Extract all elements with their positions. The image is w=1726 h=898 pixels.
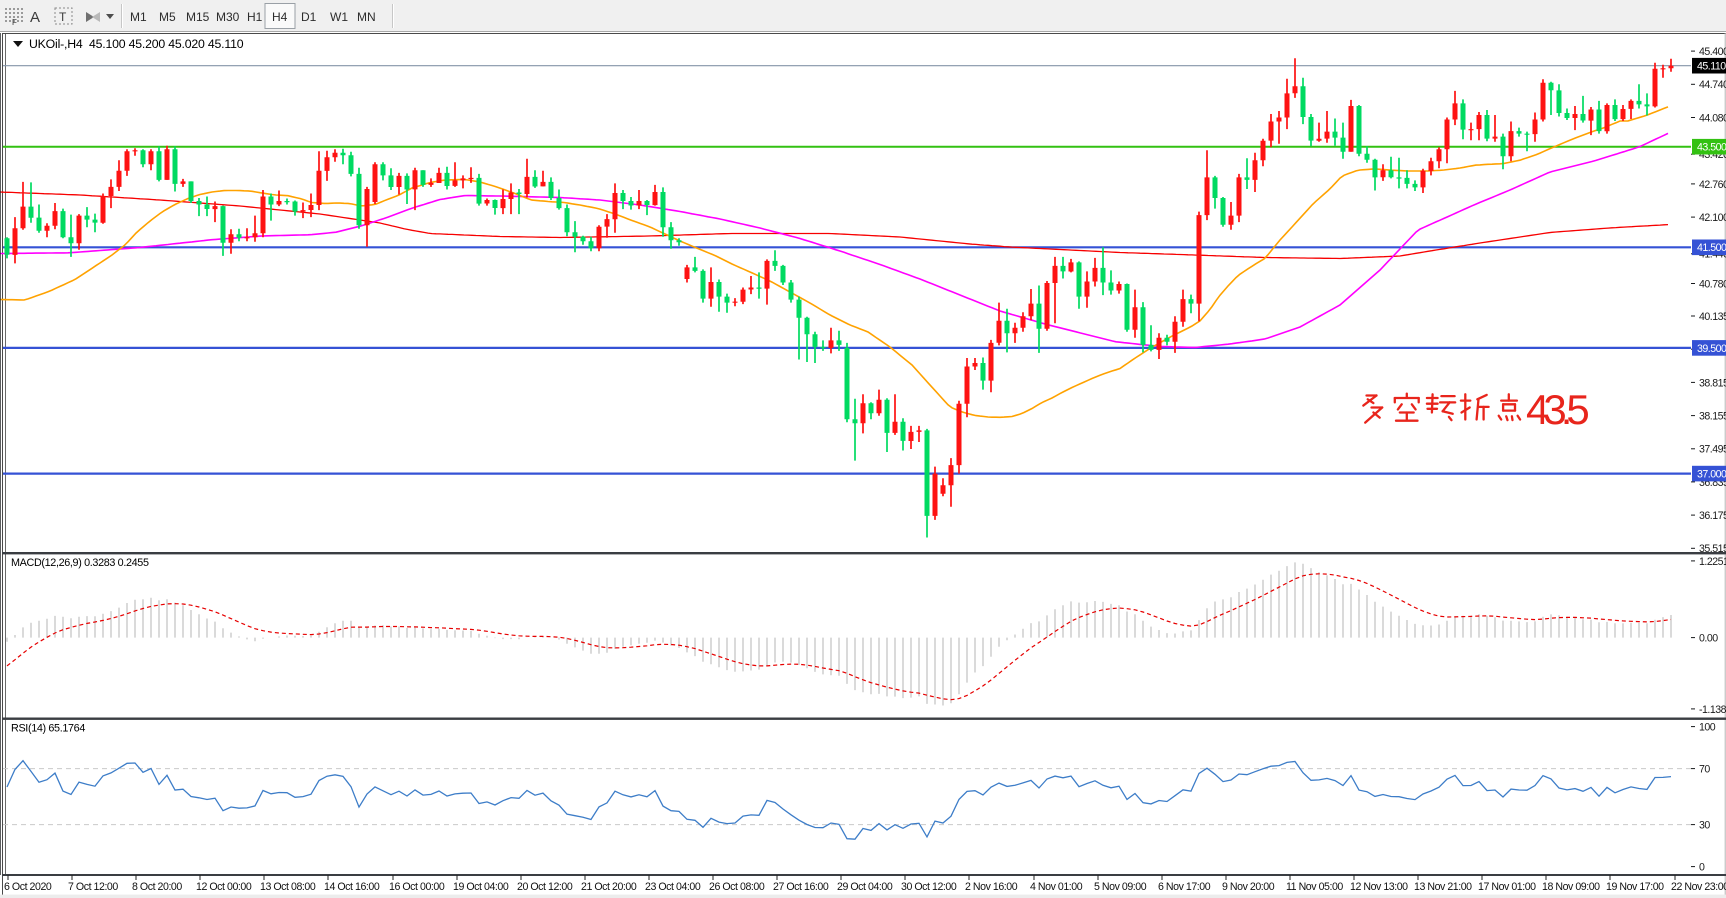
svg-text:0: 0 — [1699, 862, 1705, 874]
svg-text:A: A — [30, 9, 40, 26]
svg-text:7 Oct 12:00: 7 Oct 12:00 — [68, 881, 118, 893]
svg-text:39.500: 39.500 — [1697, 343, 1726, 355]
svg-text:H1: H1 — [247, 10, 263, 24]
svg-text:42.100: 42.100 — [1699, 212, 1726, 224]
svg-text:42.760: 42.760 — [1699, 179, 1726, 191]
svg-text:30: 30 — [1699, 820, 1710, 832]
svg-text:W1: W1 — [330, 10, 348, 24]
svg-text:M30: M30 — [216, 10, 240, 24]
svg-text:20 Oct 12:00: 20 Oct 12:00 — [517, 881, 573, 893]
svg-text:37.000: 37.000 — [1697, 469, 1726, 481]
svg-text:6 Oct 2020: 6 Oct 2020 — [4, 881, 52, 893]
svg-text:29 Oct 04:00: 29 Oct 04:00 — [837, 881, 893, 893]
svg-text:UKOil-,H4 45.100 45.200 45.02: UKOil-,H4 45.100 45.200 45.020 45.110 — [29, 37, 244, 51]
svg-text:38.815: 38.815 — [1699, 377, 1726, 389]
svg-text:100: 100 — [1699, 722, 1716, 734]
svg-text:13 Oct 08:00: 13 Oct 08:00 — [260, 881, 316, 893]
svg-text:37.495: 37.495 — [1699, 444, 1726, 456]
svg-text:18 Nov 09:00: 18 Nov 09:00 — [1542, 881, 1600, 893]
svg-text:11 Nov 05:00: 11 Nov 05:00 — [1286, 881, 1343, 893]
svg-text:4 Nov 01:00: 4 Nov 01:00 — [1030, 881, 1083, 893]
svg-text:M1: M1 — [130, 10, 147, 24]
svg-text:5 Nov 09:00: 5 Nov 09:00 — [1094, 881, 1147, 893]
svg-text:MN: MN — [357, 10, 376, 24]
svg-text:MACD(12,26,9) 0.3283 0.2455: MACD(12,26,9) 0.3283 0.2455 — [11, 557, 149, 569]
svg-text:14 Oct 16:00: 14 Oct 16:00 — [324, 881, 380, 893]
svg-text:70: 70 — [1699, 764, 1710, 776]
svg-text:36.175: 36.175 — [1699, 510, 1726, 522]
svg-text:40.135: 40.135 — [1699, 311, 1726, 323]
svg-text:26 Oct 08:00: 26 Oct 08:00 — [709, 881, 765, 893]
svg-text:13 Nov 21:00: 13 Nov 21:00 — [1414, 881, 1472, 893]
svg-text:2 Nov 16:00: 2 Nov 16:00 — [965, 881, 1018, 893]
svg-text:12 Oct 00:00: 12 Oct 00:00 — [196, 881, 252, 893]
svg-text:0.00: 0.00 — [1699, 633, 1718, 645]
svg-text:22 Nov 23:00: 22 Nov 23:00 — [1671, 881, 1726, 893]
svg-text:9 Nov 20:00: 9 Nov 20:00 — [1222, 881, 1275, 893]
svg-text:45.110: 45.110 — [1697, 61, 1726, 73]
svg-text:-1.1383: -1.1383 — [1699, 704, 1726, 716]
svg-text:16 Oct 00:00: 16 Oct 00:00 — [389, 881, 445, 893]
svg-text:8 Oct 20:00: 8 Oct 20:00 — [132, 881, 182, 893]
svg-text:44.080: 44.080 — [1699, 112, 1726, 124]
svg-text:43.5: 43.5 — [1526, 386, 1588, 433]
svg-text:27 Oct 16:00: 27 Oct 16:00 — [773, 881, 829, 893]
svg-text:M15: M15 — [186, 10, 210, 24]
svg-text:M5: M5 — [159, 10, 176, 24]
svg-text:40.780: 40.780 — [1699, 278, 1726, 290]
svg-text:43.500: 43.500 — [1697, 142, 1726, 154]
svg-text:19 Oct 04:00: 19 Oct 04:00 — [453, 881, 509, 893]
svg-text:23 Oct 04:00: 23 Oct 04:00 — [645, 881, 701, 893]
svg-text:17 Nov 01:00: 17 Nov 01:00 — [1478, 881, 1536, 893]
svg-text:38.155: 38.155 — [1699, 411, 1726, 423]
svg-text:1.2251: 1.2251 — [1699, 556, 1726, 568]
svg-text:F: F — [12, 18, 17, 27]
svg-text:41.500: 41.500 — [1697, 242, 1726, 254]
svg-text:6 Nov 17:00: 6 Nov 17:00 — [1158, 881, 1211, 893]
svg-text:19 Nov 17:00: 19 Nov 17:00 — [1606, 881, 1664, 893]
svg-text:RSI(14) 65.1764: RSI(14) 65.1764 — [11, 723, 85, 735]
svg-text:35.515: 35.515 — [1699, 543, 1726, 555]
svg-text:D1: D1 — [301, 10, 317, 24]
svg-text:T: T — [59, 10, 67, 24]
svg-text:44.740: 44.740 — [1699, 79, 1726, 91]
svg-text:12 Nov 13:00: 12 Nov 13:00 — [1350, 881, 1408, 893]
svg-text:H4: H4 — [272, 10, 288, 24]
svg-text:21 Oct 20:00: 21 Oct 20:00 — [581, 881, 637, 893]
svg-text:45.400: 45.400 — [1699, 46, 1726, 58]
svg-text:30 Oct 12:00: 30 Oct 12:00 — [901, 881, 957, 893]
